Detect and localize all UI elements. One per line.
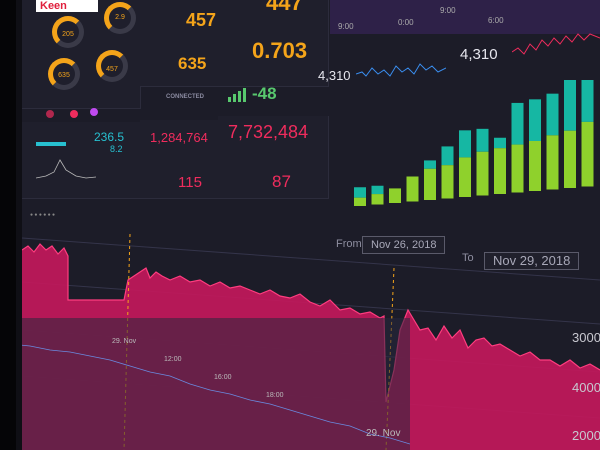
tile-4310a: 4,310 (318, 68, 351, 83)
gauge-3 (48, 58, 80, 90)
status-dot-3 (46, 110, 54, 118)
time-900: 9:00 (338, 22, 354, 31)
bar-seg-green-1 (371, 194, 384, 205)
tile-635: 635 (178, 54, 207, 73)
gauge-1-value: 205 (62, 31, 74, 38)
timeline-29nov: 29. Nov (366, 428, 401, 439)
tile-87: 87 (272, 172, 291, 191)
tile-7732484: 7,732,484 (228, 122, 309, 142)
gauge-4-value: 457 (106, 66, 118, 73)
monitor-bezel (0, 0, 22, 450)
time-900b: 9:00 (440, 6, 456, 15)
bar-seg-teal-8 (494, 137, 506, 149)
status-dot-1 (70, 110, 78, 118)
connected-label: CONNECTED (166, 94, 205, 100)
gauge-2 (104, 2, 136, 34)
bar-seg-green-10 (529, 141, 541, 191)
from-date-input[interactable]: Nov 26, 2018 (362, 236, 446, 254)
bar-seg-green-0 (354, 197, 366, 206)
signal-bars-icon (228, 88, 248, 102)
sparkline-blue (355, 54, 447, 84)
bar-seg-green-8 (494, 148, 506, 194)
gauge-2-value: 2.9 (115, 14, 125, 21)
gauge-1 (52, 16, 84, 48)
to-label: To (462, 252, 474, 264)
bar-seg-green-11 (546, 135, 559, 190)
bar-seg-green-7 (476, 151, 489, 196)
tile-1284764: 1,284,764 (150, 130, 208, 145)
bar-seg-teal-9 (511, 102, 524, 145)
bar-seg-teal-1 (371, 185, 384, 195)
bar-seg-green-2 (389, 188, 401, 203)
time-600: 6:00 (488, 16, 504, 25)
tile-panel-6 (218, 116, 329, 157)
tile-457: 457 (186, 10, 217, 30)
bar-seg-green-4 (424, 168, 436, 200)
to-date-input[interactable]: Nov 29, 2018 (484, 252, 580, 270)
bar-seg-teal-0 (354, 187, 366, 198)
bar-seg-teal-7 (476, 128, 489, 152)
sparkline-red (511, 30, 600, 64)
bar-seg-green-3 (406, 176, 419, 202)
bar-seg-green-5 (441, 165, 454, 199)
bar-seg-green-6 (459, 157, 471, 197)
purple-timeline-panel (330, 0, 600, 34)
timeline-1600: 16:00 (214, 374, 232, 381)
timeline-29nov-small: 29. Nov (112, 338, 137, 345)
sparkline-panel (22, 122, 141, 199)
tile-panel-2 (218, 0, 329, 39)
bar-seg-teal-10 (529, 99, 541, 141)
navigator-sparkline (9, 330, 411, 450)
tile-82: 8.2 (110, 144, 123, 154)
y-axis-2000: 2000 (572, 428, 600, 443)
gauge-3-value: 635 (58, 72, 70, 79)
brand-logo: Keen (36, 0, 98, 12)
bar-seg-teal-4 (424, 160, 436, 169)
tile-neg48: -48 (252, 84, 277, 103)
navigator-panel[interactable] (10, 318, 410, 450)
y-axis-3000: 3000 (572, 330, 600, 345)
from-label: From (336, 238, 362, 250)
range-filter-1[interactable]: ● ● ● ● ● ● (30, 212, 56, 218)
bar-seg-teal-6 (459, 130, 471, 158)
tile-447: 447 (266, 0, 303, 15)
tile-4310b: 4,310 (460, 46, 498, 63)
bar-seg-green-12 (564, 130, 576, 188)
bar-seg-green-9 (511, 144, 524, 193)
bar-seg-teal-11 (546, 93, 559, 136)
tile-panel-8 (218, 156, 329, 199)
bar-seg-green-13 (581, 121, 594, 187)
status-dot-2 (90, 108, 98, 116)
bar-seg-teal-13 (581, 59, 594, 122)
gauge-4 (96, 50, 128, 82)
tile-0703: 0.703 (252, 38, 308, 63)
y-axis-4000: 4000 (572, 380, 600, 395)
bar-seg-teal-5 (441, 146, 454, 166)
time-000: 0:00 (398, 18, 414, 27)
timeline-1200: 12:00 (164, 356, 182, 363)
tile-panel-4 (218, 38, 329, 87)
timeline-1800: 18:00 (266, 392, 284, 399)
bar-seg-teal-12 (564, 73, 576, 131)
stacked-bar-chart (350, 59, 600, 210)
tile-115: 115 (178, 174, 202, 191)
tile-2365: 236.5 (94, 130, 125, 144)
tile-panel-3 (140, 50, 219, 87)
sparkline-chart (35, 142, 97, 186)
